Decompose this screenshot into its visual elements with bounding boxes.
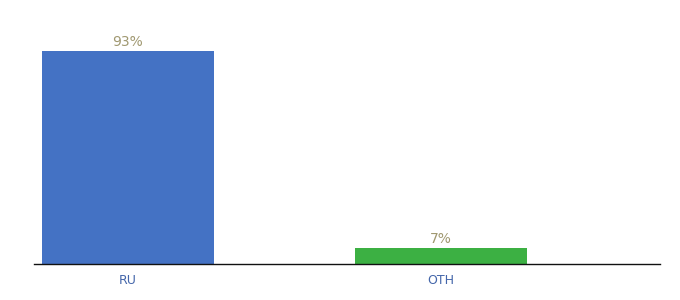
Bar: [41, 51, 214, 264]
Text: 7%: 7%: [430, 232, 452, 246]
Text: 93%: 93%: [112, 35, 143, 49]
Bar: [355, 248, 526, 264]
